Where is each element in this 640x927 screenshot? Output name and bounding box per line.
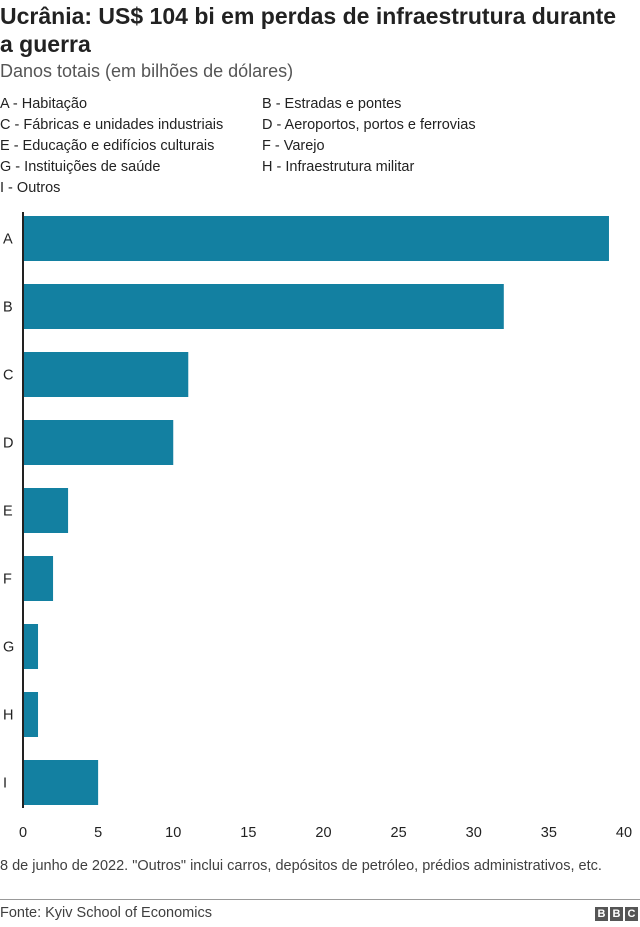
x-tick-label: 0	[19, 825, 27, 841]
source: Fonte: Kyiv School of Economics	[0, 905, 212, 921]
bar-e	[23, 488, 69, 533]
category-label: A	[3, 232, 13, 248]
logo-letter: B	[595, 907, 608, 921]
divider	[0, 899, 640, 900]
legend-item: A - Habitação	[0, 96, 88, 112]
legend-item: B - Estradas e pontes	[262, 96, 402, 112]
bar-chart: A B C D E F G H I 0 5 10 15 20 25 30 35 40	[3, 212, 632, 841]
logo-letter: B	[610, 907, 623, 921]
x-tick-label: 10	[165, 825, 181, 841]
legend-item: G - Instituições de saúde	[0, 159, 161, 175]
category-label: F	[3, 572, 12, 588]
chart-title: Ucrânia: US$ 104 bi em perdas de infraes…	[0, 3, 617, 57]
x-tick-label: 20	[315, 825, 331, 841]
legend-item: I - Outros	[0, 180, 61, 196]
bar-d	[23, 420, 174, 465]
legend-item: H - Infraestrutura militar	[262, 159, 415, 175]
category-label: G	[3, 640, 14, 656]
bar-b	[23, 284, 504, 329]
legend-item: D - Aeroportos, portos e ferrovias	[262, 117, 476, 133]
x-tick-label: 30	[466, 825, 482, 841]
legend-item: E - Educação e edifícios culturais	[0, 138, 215, 154]
category-label: C	[3, 368, 13, 384]
x-tick-label: 35	[541, 825, 557, 841]
bar-h	[23, 692, 39, 737]
bbc-logo: B B C	[595, 907, 638, 921]
category-label: D	[3, 436, 13, 452]
bar-a	[23, 216, 609, 261]
x-tick-label: 15	[240, 825, 256, 841]
category-label: E	[3, 504, 13, 520]
x-tick-label: 25	[391, 825, 407, 841]
bar-c	[23, 352, 189, 397]
legend-item: F - Varejo	[262, 138, 325, 154]
chart-subtitle: Danos totais (em bilhões de dólares)	[0, 61, 294, 81]
bar-f	[23, 556, 54, 601]
x-tick-label: 40	[616, 825, 632, 841]
category-label: B	[3, 300, 13, 316]
bar-i	[23, 760, 99, 805]
logo-letter: C	[625, 907, 638, 921]
bar-g	[23, 624, 39, 669]
category-label: H	[3, 708, 13, 724]
chart-note: 8 de junho de 2022. "Outros" inclui carr…	[0, 858, 602, 874]
category-label: I	[3, 776, 7, 792]
legend-item: C - Fábricas e unidades industriais	[0, 117, 224, 133]
x-tick-label: 5	[94, 825, 102, 841]
